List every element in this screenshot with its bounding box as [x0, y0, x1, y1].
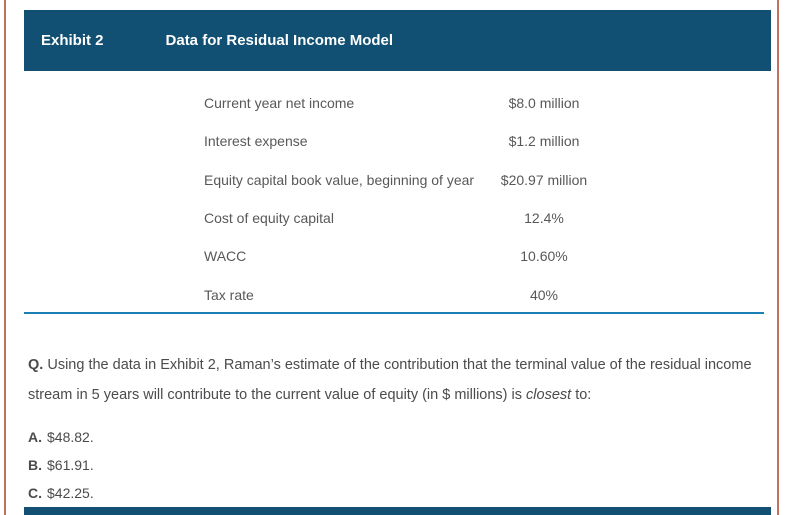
table-row: WACC 10.60% — [204, 237, 604, 275]
table-row-value: $1.2 million — [508, 133, 580, 150]
table-row-value: 12.4% — [524, 210, 564, 227]
answer-options: A. $48.82. B. $61.91. C. $42.25. — [28, 423, 94, 507]
option-value: $61.91. — [47, 457, 94, 473]
table-row: Current year net income $8.0 million — [204, 84, 604, 122]
next-exhibit-header-partial — [24, 507, 771, 515]
option-value: $42.25. — [47, 485, 94, 501]
answer-option-c[interactable]: C. $42.25. — [28, 479, 94, 507]
option-letter: C. — [28, 485, 42, 501]
question-suffix: to: — [571, 387, 592, 403]
option-letter: B. — [28, 457, 42, 473]
table-row: Tax rate 40% — [204, 275, 604, 313]
page-border-left — [4, 0, 6, 515]
exhibit-data-table: Current year net income $8.0 million Inter… — [204, 84, 604, 314]
table-row-label: Equity capital book value, beginning of … — [204, 171, 475, 188]
answer-option-b[interactable]: B. $61.91. — [28, 451, 94, 479]
exhibit-header: Exhibit 2 Data for Residual Income Model — [24, 10, 771, 71]
exhibit-label: Exhibit 2 — [41, 32, 104, 49]
table-row-label: Cost of equity capital — [204, 210, 334, 227]
table-row: Equity capital book value, beginning of … — [204, 161, 604, 199]
option-letter: A. — [28, 429, 42, 445]
table-row-label: Interest expense — [204, 133, 308, 150]
table-row-value: $8.0 million — [508, 95, 580, 112]
page-border-right — [777, 0, 779, 515]
table-row-value: 40% — [529, 286, 559, 303]
answer-option-a[interactable]: A. $48.82. — [28, 423, 94, 451]
table-row-label: WACC — [204, 248, 247, 265]
question-text: Q. Using the data in Exhibit 2, Raman’s … — [28, 350, 763, 410]
table-row-value: 10.60% — [520, 248, 568, 265]
question-prefix: Q. — [28, 357, 44, 373]
table-row-value: $20.97 million — [500, 171, 588, 188]
question-italic-word: closest — [526, 387, 572, 403]
section-divider-rule — [24, 312, 764, 314]
table-row-label: Tax rate — [204, 286, 254, 303]
question-body: Using the data in Exhibit 2, Raman’s est… — [28, 357, 752, 403]
table-row: Cost of equity capital 12.4% — [204, 199, 604, 237]
exhibit-title: Data for Residual Income Model — [165, 32, 394, 49]
option-value: $48.82. — [47, 429, 94, 445]
table-row: Interest expense $1.2 million — [204, 122, 604, 160]
table-row-label: Current year net income — [204, 95, 355, 112]
